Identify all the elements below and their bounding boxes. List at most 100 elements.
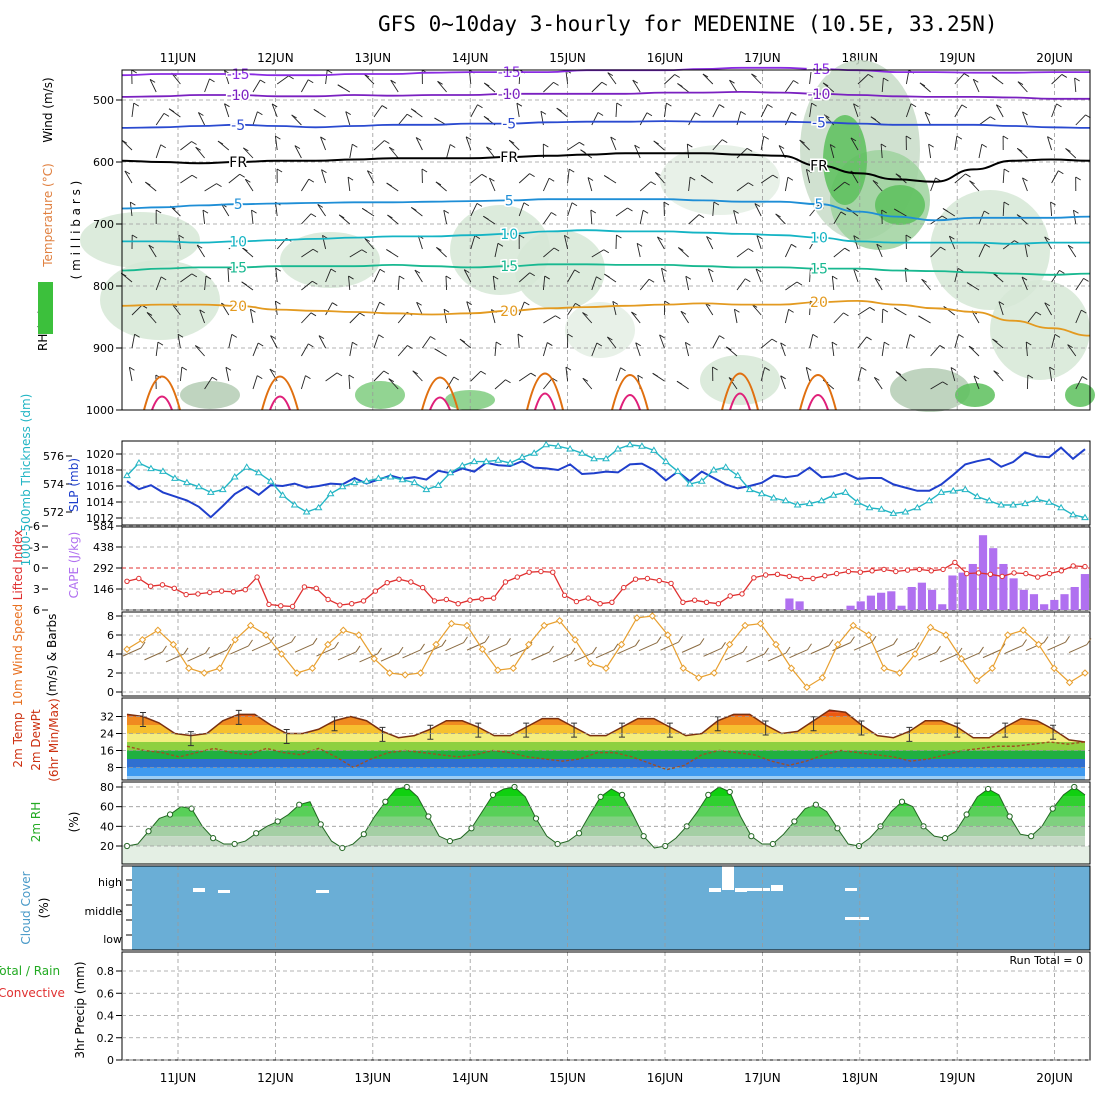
wind10-marker: [864, 631, 873, 639]
wind-barb-flag: [211, 376, 218, 381]
wind-barb-flag: [124, 170, 131, 175]
rh-color-band: [127, 826, 1085, 837]
wind-barb: [809, 103, 813, 118]
thickness-marker: [638, 442, 646, 449]
lifted-index-marker: [940, 566, 946, 573]
rh-shading-area: [660, 145, 780, 215]
pressure-label: 600: [93, 156, 114, 169]
wind10-barb-flag: [506, 638, 511, 645]
wind-barb-flag: [942, 381, 948, 386]
wind-barb: [809, 267, 811, 283]
bottom-date-label: 16JUN: [647, 1071, 684, 1085]
wind10-marker: [1019, 626, 1027, 634]
cloud-patch: [709, 888, 721, 892]
wind10-barb-flag: [785, 646, 791, 654]
wind10-barb: [961, 652, 980, 662]
lifted-index-marker: [597, 601, 603, 607]
isotherm-label: 20: [229, 299, 247, 315]
wind10-marker: [911, 650, 919, 658]
pressure-label: 900: [93, 342, 114, 355]
thickness-marker: [458, 461, 467, 469]
wind10-marker: [926, 623, 935, 632]
wind-barb-flag: [163, 112, 170, 117]
wind-barb: [363, 73, 375, 85]
wind-barb-flag: [956, 135, 963, 140]
bottom-date-label: 13JUN: [355, 1071, 392, 1085]
thickness-marker: [182, 478, 191, 486]
lifted-index-marker: [384, 580, 390, 586]
wind-barb: [930, 345, 941, 357]
wind-barb-flag: [445, 275, 452, 280]
wind-barb-flag: [754, 203, 761, 207]
thickness-marker: [542, 440, 551, 448]
wind-barb-flag: [635, 342, 641, 347]
wind-barb: [564, 235, 569, 250]
wind-barb: [639, 210, 644, 225]
isotherm-line: [121, 152, 1091, 183]
wind-barb: [993, 370, 1004, 382]
thickness-marker: [805, 499, 814, 507]
wind-barb-flag: [406, 113, 413, 118]
rh-shading-area: [180, 381, 240, 409]
wind-barb: [853, 103, 859, 118]
wind10-marker: [355, 631, 363, 639]
wind-barb: [196, 244, 205, 258]
thickness-marker: [135, 459, 143, 466]
wind-barb-flag: [308, 343, 314, 348]
wind-barb-flag: [748, 248, 754, 253]
hot-contour: [619, 394, 641, 411]
wind10-marker: [679, 664, 687, 672]
wind-barb-flag: [191, 174, 198, 179]
cape-label: 438: [93, 541, 114, 554]
wind-barb-flag: [734, 308, 740, 313]
precip-label: 0: [107, 1054, 114, 1067]
isotherm-label: 20: [500, 304, 518, 320]
thickness-marker: [901, 508, 910, 515]
wind10-barb: [488, 643, 507, 653]
wind-barb: [954, 173, 966, 184]
wind10-barb: [853, 641, 873, 651]
wind-barb-flag: [505, 379, 511, 384]
top-date-label: 20JUN: [1036, 51, 1073, 65]
wind-barb-flag: [275, 135, 281, 140]
wind-barb-flag: [775, 213, 781, 218]
rh-marker: [1006, 813, 1013, 820]
wind-barb-flag: [410, 108, 417, 113]
isotherm-label: FR: [229, 155, 247, 171]
wind-barb-flag: [250, 308, 256, 313]
wind-barb: [775, 213, 786, 225]
wind-barb: [204, 376, 213, 390]
wind-barb: [712, 335, 720, 349]
wind-barb-flag: [464, 269, 470, 274]
wind-barb-flag: [1065, 148, 1071, 152]
wind-barb-flag: [517, 333, 524, 338]
wind-barb-flag: [698, 214, 705, 219]
wind-barb-flag: [1083, 277, 1089, 282]
wind-barb-flag: [270, 335, 276, 340]
thickness-marker: [997, 501, 1006, 508]
thickness-marker: [841, 488, 850, 495]
thickness-marker: [949, 487, 958, 494]
temp-minmax-bar: [235, 709, 242, 725]
wind-barb: [397, 113, 408, 126]
lifted-index-marker: [124, 578, 130, 584]
wind-barb-flag: [1067, 244, 1074, 249]
wind-barb-flag: [755, 268, 762, 273]
wind-barb: [463, 269, 472, 283]
wind-barb-flag: [275, 300, 281, 305]
warm-contour: [721, 372, 759, 411]
wind10-barb-flag: [764, 647, 769, 655]
wind-barb-flag: [1025, 341, 1032, 346]
wind-barb: [686, 144, 690, 159]
wind-barb: [373, 105, 383, 118]
temp-color-band: [127, 767, 1085, 776]
wind-barb-flag: [627, 207, 633, 212]
wind-barb-flag: [121, 139, 128, 144]
wind-barb: [587, 177, 593, 192]
wind-barb: [971, 310, 980, 324]
rh-marker: [1049, 805, 1056, 812]
wind-barb-flag: [332, 302, 338, 307]
wind10-barb: [531, 651, 550, 661]
rh-marker: [941, 835, 949, 842]
wind-barb-flag: [990, 116, 996, 121]
